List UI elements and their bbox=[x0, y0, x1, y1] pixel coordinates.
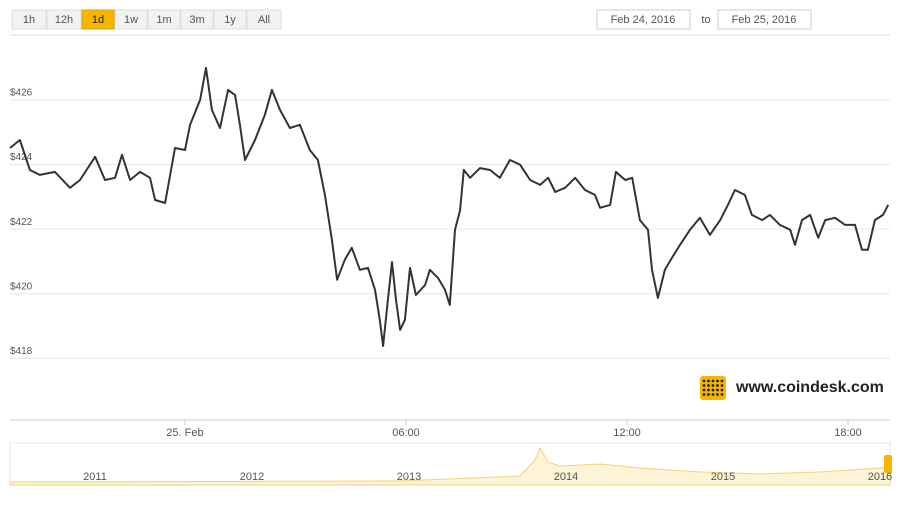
logo-dot bbox=[707, 384, 710, 387]
range-button[interactable] bbox=[114, 9, 148, 30]
price-line bbox=[9, 66, 890, 347]
range-label: All bbox=[258, 14, 270, 26]
range-label: 1w bbox=[124, 14, 138, 26]
logo-dot bbox=[707, 388, 710, 392]
logo-dot bbox=[720, 384, 724, 387]
navigator-year: 2013 bbox=[397, 471, 421, 483]
logo-dot bbox=[716, 393, 719, 396]
range-label: 1m bbox=[156, 14, 171, 26]
navigator-handle[interactable] bbox=[884, 455, 892, 473]
logo-dot bbox=[702, 379, 706, 383]
range-button[interactable] bbox=[180, 9, 214, 30]
y-tick-label: $426 bbox=[10, 88, 33, 99]
navigator-year: 2014 bbox=[554, 471, 578, 483]
logo-dot bbox=[711, 388, 715, 392]
range-label: 3m bbox=[189, 14, 204, 26]
logo-dot bbox=[711, 384, 715, 387]
range-button[interactable] bbox=[46, 9, 82, 30]
date-input[interactable] bbox=[596, 9, 691, 30]
y-tick-label: $418 bbox=[10, 346, 33, 357]
watermark: www.coindesk.com bbox=[735, 379, 884, 396]
logo-dot bbox=[702, 384, 706, 387]
logo-dot bbox=[702, 388, 706, 392]
y-tick-label: $424 bbox=[10, 152, 33, 163]
logo-dot bbox=[720, 388, 724, 392]
range-button[interactable] bbox=[213, 9, 247, 30]
date-from: Feb 24, 2016 bbox=[611, 14, 676, 26]
logo-dot bbox=[716, 388, 719, 392]
range-button[interactable] bbox=[147, 9, 181, 30]
range-label: 1h bbox=[23, 14, 35, 26]
x-tick-label: 12:00 bbox=[613, 427, 641, 439]
y-tick-label: $420 bbox=[10, 281, 33, 292]
range-label: 1y bbox=[224, 14, 236, 26]
logo-dot bbox=[720, 393, 724, 396]
date-sep: to bbox=[701, 14, 710, 26]
range-label: 1d bbox=[92, 14, 104, 26]
navigator-year: 2011 bbox=[83, 471, 107, 483]
logo-dot bbox=[707, 379, 710, 383]
range-label: 12h bbox=[55, 14, 73, 26]
navigator-year: 2015 bbox=[711, 471, 735, 483]
x-tick-label: 06:00 bbox=[392, 427, 420, 439]
range-button[interactable] bbox=[11, 9, 47, 30]
logo-dot bbox=[711, 379, 715, 383]
range-button[interactable] bbox=[246, 9, 282, 30]
date-to: Feb 25, 2016 bbox=[732, 14, 797, 26]
logo-dot bbox=[716, 379, 719, 383]
logo bbox=[700, 376, 726, 400]
y-tick-label: $422 bbox=[10, 217, 33, 228]
logo-dot bbox=[720, 379, 724, 383]
x-tick-label: 18:00 bbox=[834, 427, 862, 439]
logo-dot bbox=[707, 393, 710, 396]
navigator-year: 2016 bbox=[868, 471, 892, 483]
range-button[interactable] bbox=[81, 9, 115, 30]
date-input[interactable] bbox=[717, 9, 812, 30]
logo-dot bbox=[716, 384, 719, 387]
logo-dot bbox=[702, 393, 706, 396]
x-tick-label: 25. Feb bbox=[166, 427, 203, 439]
logo-dot bbox=[711, 393, 715, 396]
navigator-year: 2012 bbox=[240, 471, 264, 483]
